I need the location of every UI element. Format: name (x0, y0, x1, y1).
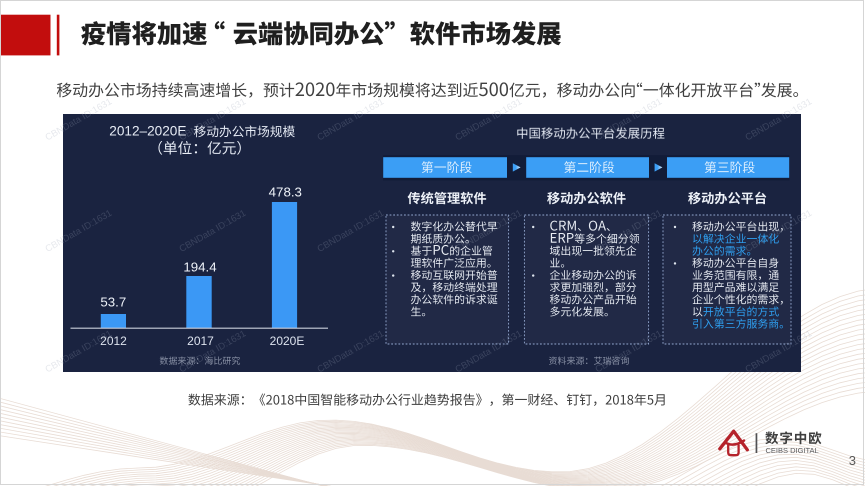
svg-text:2012: 2012 (100, 334, 127, 348)
svg-text:2012–2020E: 2012–2020E (109, 124, 186, 139)
svg-text:CEIBS DIGITAL: CEIBS DIGITAL (766, 446, 819, 455)
svg-text:2017: 2017 (187, 334, 214, 348)
svg-text:194.4: 194.4 (183, 259, 216, 274)
svg-text:2020E: 2020E (270, 334, 305, 348)
svg-text:53.7: 53.7 (100, 294, 126, 309)
svg-text:478.3: 478.3 (269, 184, 302, 199)
svg-text:3: 3 (849, 453, 856, 468)
